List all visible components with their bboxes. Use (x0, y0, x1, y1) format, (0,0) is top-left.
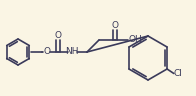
Text: NH: NH (65, 48, 79, 57)
Text: O: O (112, 22, 119, 31)
Text: O: O (54, 31, 62, 41)
Text: OH: OH (128, 36, 142, 45)
Text: O: O (44, 48, 51, 57)
Text: Cl: Cl (173, 69, 182, 78)
